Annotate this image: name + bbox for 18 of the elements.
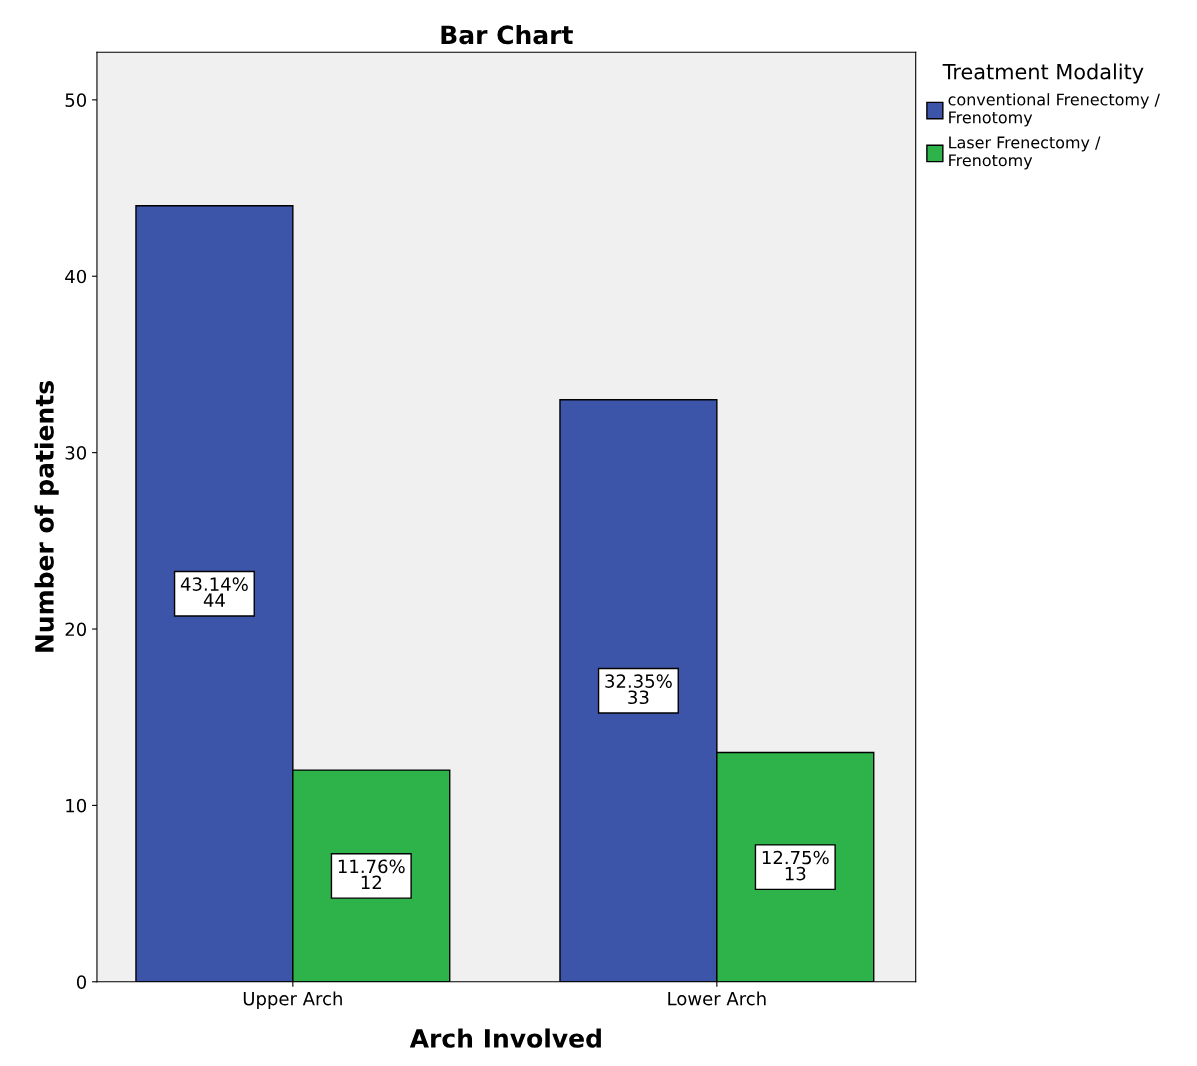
data-label: 12.75% 13 <box>762 850 829 881</box>
legend-label: conventional Frenectomy / Frenotomy <box>948 93 1160 127</box>
y-axis-title: Number of patients <box>34 381 59 652</box>
x-tick-label: Upper Arch <box>243 991 342 1009</box>
y-tick-label: 40 <box>65 269 87 284</box>
data-label: 43.14% 44 <box>180 577 248 607</box>
legend-label: Laser Frenectomy / Frenotomy <box>949 136 1101 170</box>
y-tick-label: 50 <box>65 93 87 107</box>
legend-title: Treatment Modality <box>942 63 1144 84</box>
y-tick-label: 10 <box>66 798 87 813</box>
data-label: 11.76% 12 <box>338 859 405 889</box>
x-tick-label: Lower Arch <box>668 991 766 1006</box>
data-label: 32.35% 33 <box>605 674 672 705</box>
chart-title: Bar Chart <box>441 24 573 45</box>
y-tick-label: 20 <box>65 622 87 637</box>
x-axis-title: Arch Involved <box>409 1028 601 1048</box>
y-tick-label: 30 <box>65 446 87 460</box>
y-tick-label: 0 <box>76 975 87 989</box>
